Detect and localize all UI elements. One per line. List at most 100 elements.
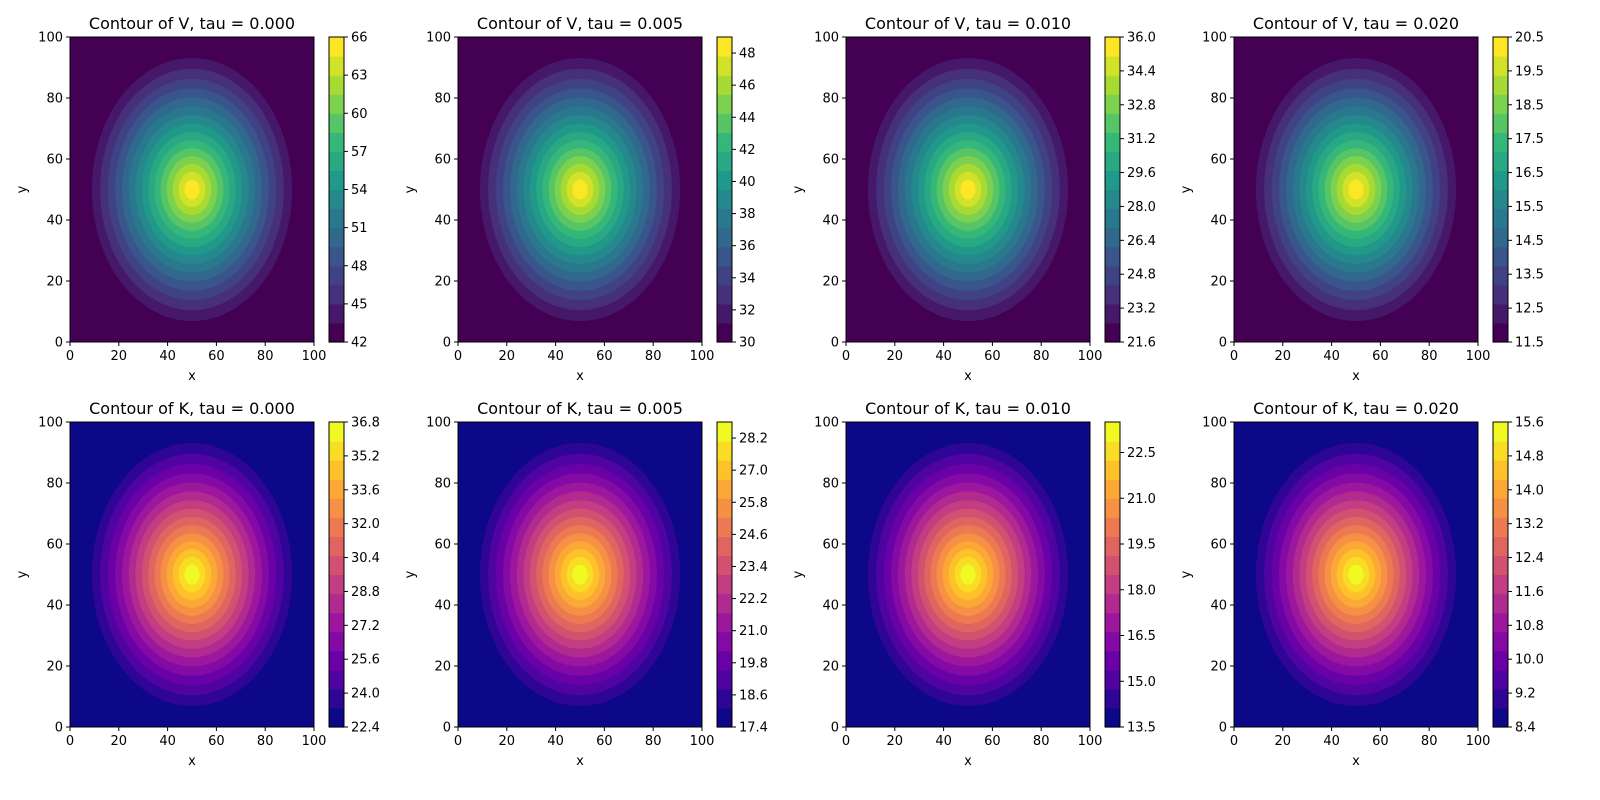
chart-title: Contour of K, tau = 0.010 <box>865 399 1071 418</box>
x-tick-label: 100 <box>1078 734 1103 749</box>
colorbar: 8.4 9.2 10.0 10.8 11.6 12.4 13.2 14.0 14.8 15.6 <box>1492 416 1544 736</box>
x-tick-label: 60 <box>596 349 613 364</box>
contour-band <box>572 564 588 585</box>
contour-band <box>960 179 976 200</box>
y-tick-label: 60 <box>1210 153 1227 168</box>
colorbar-tick-label: 33.6 <box>351 483 380 498</box>
colorbar-segment <box>1105 265 1120 286</box>
y-tick-label: 100 <box>1202 31 1227 46</box>
colorbar-segment <box>717 284 732 305</box>
chart-title: Contour of K, tau = 0.000 <box>89 399 295 418</box>
colorbar-tick-label: 66 <box>351 31 368 46</box>
x-tick-label: 60 <box>1372 349 1389 364</box>
y-tick-label: 0 <box>831 336 839 351</box>
axes-frame <box>457 421 703 728</box>
colorbar: 11.5 12.5 13.5 14.5 15.5 16.5 17.5 18.5 19.5 20.5 <box>1492 31 1544 351</box>
colorbar-segment <box>329 246 344 267</box>
colorbar-tick-label: 16.5 <box>1127 629 1156 644</box>
colorbar-segment <box>329 574 344 595</box>
y-tick-label: 80 <box>434 477 451 492</box>
colorbar-segment <box>717 574 732 595</box>
y-tick-label: 40 <box>46 214 63 229</box>
colorbar-segment <box>329 132 344 152</box>
colorbar-tick-label: 42 <box>739 143 756 158</box>
y-tick-label: 0 <box>443 336 451 351</box>
x-tick-label: 80 <box>1421 734 1438 749</box>
y-tick-label: 20 <box>434 660 451 675</box>
colorbar-segment <box>1105 669 1120 690</box>
colorbar-tick-label: 24.6 <box>739 528 768 543</box>
colorbar-tick-label: 11.6 <box>1515 585 1544 600</box>
x-tick-label: 20 <box>499 349 516 364</box>
y-tick-label: 100 <box>38 31 63 46</box>
x-tick-label: 100 <box>690 734 715 749</box>
colorbar-segment <box>717 265 732 286</box>
colorbar-frame <box>1492 36 1509 343</box>
y-tick-label: 40 <box>822 599 839 614</box>
colorbar-tick-label: 10.0 <box>1515 653 1544 668</box>
y-tick-label: 0 <box>1219 721 1227 736</box>
colorbar-segment <box>717 246 732 267</box>
colorbar-tick-label: 24.0 <box>351 687 380 702</box>
colorbar-tick-label: 30.4 <box>351 551 380 566</box>
colorbar-segment <box>1493 208 1508 229</box>
colorbar: 13.5 15.0 16.5 18.0 19.5 21.0 22.5 <box>1104 421 1156 736</box>
colorbar-segment <box>1105 208 1120 229</box>
colorbar-segment <box>1105 650 1120 671</box>
x-tick-label: 40 <box>547 734 564 749</box>
colorbar-segment <box>1493 170 1508 191</box>
colorbar-tick-label: 20.5 <box>1515 31 1544 46</box>
colorbar-segment <box>1493 151 1508 172</box>
colorbar-tick-label: 19.8 <box>739 656 768 671</box>
y-tick-label: 20 <box>46 275 63 290</box>
colorbar-segment <box>1105 460 1120 480</box>
x-tick-label: 20 <box>1275 349 1292 364</box>
colorbar-segment <box>717 517 732 537</box>
colorbar-segment <box>329 151 344 172</box>
x-tick-label: 100 <box>302 349 327 364</box>
colorbar-segment <box>1493 227 1508 248</box>
colorbar-segment <box>329 265 344 286</box>
colorbar-segment <box>1105 574 1120 595</box>
colorbar-tick-label: 44 <box>739 111 756 126</box>
x-axis-label: x <box>576 369 584 384</box>
axes-frame <box>69 36 315 343</box>
colorbar-segment <box>1105 422 1120 442</box>
x-tick-label: 80 <box>645 349 662 364</box>
chart-title: Contour of V, tau = 0.010 <box>865 14 1071 33</box>
colorbar-tick-label: 42 <box>351 336 368 351</box>
x-tick-label: 40 <box>1323 349 1340 364</box>
x-tick-label: 100 <box>1466 349 1491 364</box>
colorbar-segment <box>329 479 344 499</box>
x-tick-label: 40 <box>547 349 564 364</box>
contour-plot <box>1234 37 1478 342</box>
colorbar-segment <box>1493 113 1508 133</box>
colorbar-segment <box>1105 555 1120 576</box>
x-tick-label: 0 <box>842 734 850 749</box>
axes-frame <box>1233 421 1479 728</box>
contour-band <box>960 564 976 585</box>
x-tick-label: 0 <box>454 349 462 364</box>
colorbar-segment <box>329 37 344 57</box>
panel-v-3: 0 20 40 60 80 100 0 20 40 60 80 100 Contour of V, ta… <box>1179 14 1544 384</box>
x-tick-label: 20 <box>887 349 904 364</box>
colorbar-segment <box>717 189 732 210</box>
y-tick-label: 100 <box>814 416 839 431</box>
colorbar-segment <box>717 303 732 324</box>
colorbar-tick-label: 63 <box>351 69 368 84</box>
colorbar: 21.6 23.2 24.8 26.4 28.0 29.6 31.2 32.8 34.4 36.0 <box>1104 31 1156 351</box>
colorbar-tick-label: 31.2 <box>1127 132 1156 147</box>
colorbar-segment <box>329 422 344 442</box>
panel-k-6: 0 20 40 60 80 100 0 20 40 60 80 100 Contour of K, ta… <box>791 399 1156 769</box>
contour-plot <box>458 422 702 727</box>
colorbar-segment <box>717 555 732 576</box>
x-tick-label: 80 <box>257 734 274 749</box>
colorbar-segment <box>1105 479 1120 499</box>
colorbar-segment <box>329 189 344 210</box>
colorbar-segment <box>717 37 732 57</box>
x-tick-label: 60 <box>1372 734 1389 749</box>
y-tick-label: 20 <box>46 660 63 675</box>
colorbar-segment <box>1493 517 1508 537</box>
colorbar-tick-label: 13.2 <box>1515 517 1544 532</box>
colorbar-segment <box>717 498 732 518</box>
